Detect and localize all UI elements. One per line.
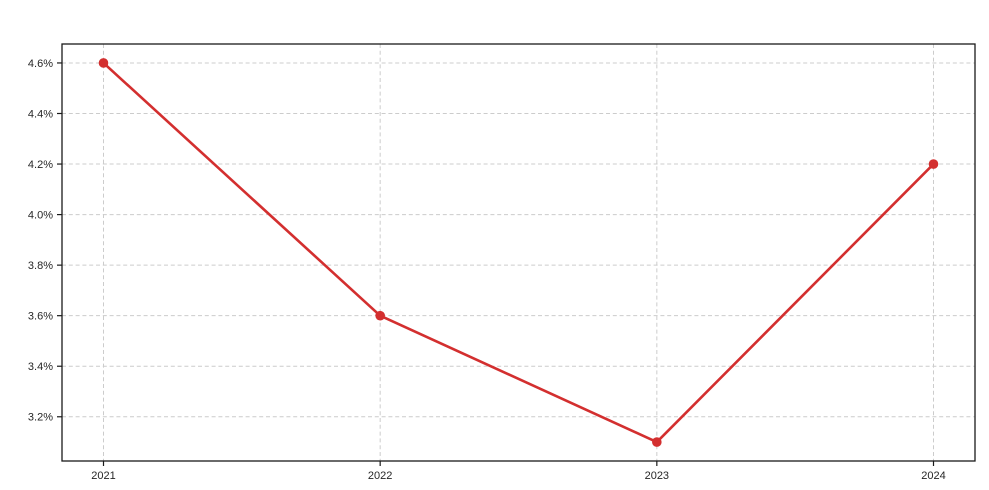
x-tick-label: 2022 — [368, 470, 392, 482]
x-tick-label: 2021 — [91, 470, 115, 482]
y-tick-label: 3.6% — [28, 311, 53, 323]
data-point — [652, 437, 662, 447]
y-tick-label: 3.2% — [28, 412, 53, 424]
trend-line — [102, 61, 935, 444]
y-tick-label: 4.0% — [28, 209, 53, 221]
data-point — [375, 310, 385, 321]
data-point — [928, 159, 939, 169]
y-tick-label: 4.4% — [28, 108, 53, 120]
data-point — [98, 58, 109, 68]
y-tick-label: 3.8% — [28, 260, 53, 272]
x-tick-label: 2023 — [645, 470, 669, 482]
plot-border — [61, 43, 976, 462]
y-tick-label: 4.2% — [28, 159, 53, 171]
y-tick-label: 4.6% — [28, 58, 53, 70]
y-tick-label: 3.4% — [28, 361, 53, 373]
x-tick-label: 2024 — [921, 470, 945, 482]
